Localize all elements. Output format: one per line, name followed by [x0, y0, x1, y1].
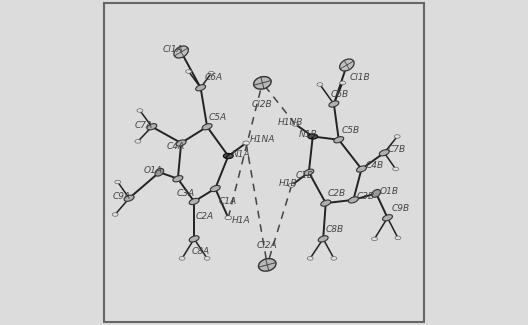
- Ellipse shape: [318, 236, 328, 242]
- Text: C1A: C1A: [219, 197, 237, 206]
- Ellipse shape: [179, 256, 185, 260]
- Text: H1NA: H1NA: [249, 135, 275, 144]
- Text: C2B: C2B: [327, 189, 345, 198]
- Text: Cl2B: Cl2B: [251, 100, 272, 110]
- Text: C3B: C3B: [356, 192, 375, 201]
- Text: H1A: H1A: [232, 216, 251, 225]
- Ellipse shape: [209, 71, 214, 75]
- Ellipse shape: [225, 216, 231, 220]
- Text: Cl1B: Cl1B: [350, 73, 371, 83]
- Ellipse shape: [176, 140, 186, 146]
- Ellipse shape: [379, 150, 389, 156]
- Text: C6B: C6B: [331, 90, 349, 99]
- Text: C6A: C6A: [204, 73, 223, 83]
- Ellipse shape: [348, 197, 359, 203]
- Text: C9B: C9B: [391, 204, 410, 213]
- Ellipse shape: [155, 168, 164, 176]
- Text: O1A: O1A: [144, 166, 163, 175]
- Ellipse shape: [395, 236, 401, 240]
- Ellipse shape: [186, 70, 192, 73]
- Ellipse shape: [393, 167, 399, 171]
- Ellipse shape: [147, 124, 157, 130]
- Ellipse shape: [174, 46, 188, 58]
- Text: C8A: C8A: [192, 247, 210, 256]
- Text: Cl2A: Cl2A: [256, 241, 277, 250]
- Ellipse shape: [304, 169, 314, 176]
- Ellipse shape: [112, 213, 118, 216]
- Ellipse shape: [372, 237, 378, 241]
- Text: N1B: N1B: [299, 130, 318, 139]
- Ellipse shape: [321, 200, 331, 206]
- Ellipse shape: [334, 136, 344, 143]
- Ellipse shape: [189, 236, 199, 242]
- Ellipse shape: [223, 153, 233, 159]
- Ellipse shape: [308, 134, 318, 139]
- Ellipse shape: [331, 256, 337, 260]
- Text: C2A: C2A: [196, 212, 214, 221]
- Ellipse shape: [137, 109, 143, 112]
- Ellipse shape: [292, 122, 298, 126]
- Ellipse shape: [189, 198, 199, 205]
- Text: N1A: N1A: [232, 150, 251, 159]
- Ellipse shape: [288, 183, 295, 187]
- Ellipse shape: [196, 84, 205, 91]
- Text: C1B: C1B: [295, 171, 313, 180]
- Ellipse shape: [173, 176, 183, 182]
- Text: C4A: C4A: [166, 142, 185, 151]
- Ellipse shape: [317, 83, 323, 86]
- Text: C7B: C7B: [388, 145, 406, 154]
- Text: C7A: C7A: [135, 121, 153, 130]
- Text: C5B: C5B: [342, 126, 360, 135]
- Ellipse shape: [243, 141, 249, 145]
- Ellipse shape: [204, 256, 210, 260]
- Text: H1B: H1B: [279, 179, 297, 188]
- Text: C5A: C5A: [209, 112, 227, 122]
- Text: O1B: O1B: [380, 187, 399, 196]
- Text: C3A: C3A: [176, 189, 194, 198]
- Ellipse shape: [329, 101, 339, 107]
- Text: H1NB: H1NB: [277, 118, 303, 127]
- Ellipse shape: [135, 139, 141, 143]
- Ellipse shape: [356, 166, 366, 172]
- Text: Cl1A: Cl1A: [162, 45, 183, 54]
- Ellipse shape: [259, 259, 276, 271]
- Ellipse shape: [394, 135, 400, 138]
- Text: C4B: C4B: [365, 161, 383, 170]
- Ellipse shape: [210, 185, 220, 192]
- Ellipse shape: [307, 256, 313, 260]
- Ellipse shape: [202, 124, 212, 130]
- Ellipse shape: [124, 195, 134, 202]
- Ellipse shape: [372, 189, 381, 197]
- Ellipse shape: [382, 214, 392, 221]
- Text: C8B: C8B: [326, 225, 344, 234]
- Ellipse shape: [253, 77, 271, 89]
- Text: C9A: C9A: [112, 192, 130, 201]
- Ellipse shape: [340, 81, 345, 85]
- Ellipse shape: [340, 59, 354, 71]
- Ellipse shape: [115, 180, 121, 184]
